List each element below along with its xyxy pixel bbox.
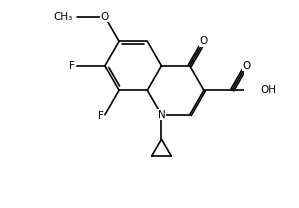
Text: CH₃: CH₃	[53, 12, 72, 22]
Text: N: N	[158, 110, 165, 120]
Text: O: O	[200, 36, 208, 46]
Text: O: O	[242, 61, 250, 71]
Text: F: F	[98, 111, 103, 121]
Text: OH: OH	[260, 85, 276, 95]
Text: F: F	[69, 61, 75, 71]
Text: O: O	[101, 12, 109, 22]
